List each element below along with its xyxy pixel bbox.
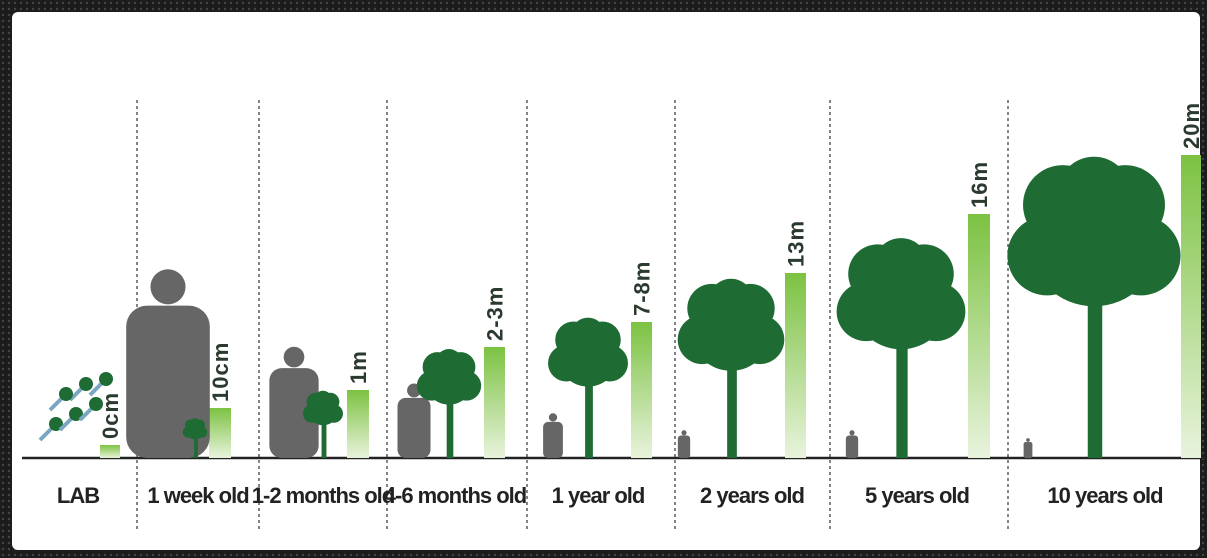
tree-crown (709, 279, 754, 324)
height-bar (347, 390, 369, 458)
person-body (543, 422, 563, 458)
height-bar (968, 214, 990, 458)
height-bar (209, 408, 231, 458)
height-label: 0cm (98, 392, 123, 439)
person-head (549, 413, 557, 421)
stage-label: 10 years old (1047, 483, 1162, 508)
height-label: 16m (967, 161, 992, 208)
person-head (681, 430, 686, 435)
page: LAB 0cm 1 week old 10cm 1-2 months old 1m 4-6 … (0, 0, 1207, 558)
tree-crown (435, 349, 462, 376)
seedling-leaf (79, 377, 93, 391)
height-bar (631, 322, 652, 458)
person-body (398, 398, 431, 458)
person-body (1024, 442, 1033, 458)
height-label: 7-8m (630, 261, 655, 316)
height-label: 20m (1179, 102, 1204, 149)
stage-label: 2 years old (700, 483, 804, 508)
person-body (678, 436, 690, 458)
tree-crown (1058, 157, 1131, 230)
person-head (284, 347, 305, 368)
tree-crown (874, 238, 928, 292)
tree-crown (190, 418, 200, 428)
stage-label: LAB (57, 483, 99, 508)
seedling-leaf (99, 372, 113, 386)
person-head (150, 269, 185, 304)
infographic: LAB 0cm 1 week old 10cm 1-2 months old 1m 4-6 … (0, 0, 1207, 558)
seedling-leaf (59, 387, 73, 401)
stage-label: 1 week old (147, 483, 248, 508)
height-label: 10cm (208, 342, 233, 402)
stage-label: 1-2 months old (252, 483, 394, 508)
height-label: 1m (346, 350, 371, 384)
tree-crown (315, 391, 332, 408)
height-label: 13m (784, 220, 809, 267)
stage-label: 5 years old (865, 483, 969, 508)
person-head (849, 430, 854, 435)
height-label: 2-3m (483, 286, 508, 341)
height-bar (785, 273, 806, 458)
stage-label: 4-6 months old (384, 483, 526, 508)
height-bar (100, 445, 120, 458)
height-bar (484, 347, 505, 458)
person-body (846, 436, 858, 458)
person-head (1026, 438, 1030, 442)
tree-crown (571, 318, 605, 352)
stage-label: 1 year old (552, 483, 645, 508)
height-bar (1181, 155, 1201, 458)
seedling-leaf (89, 397, 103, 411)
